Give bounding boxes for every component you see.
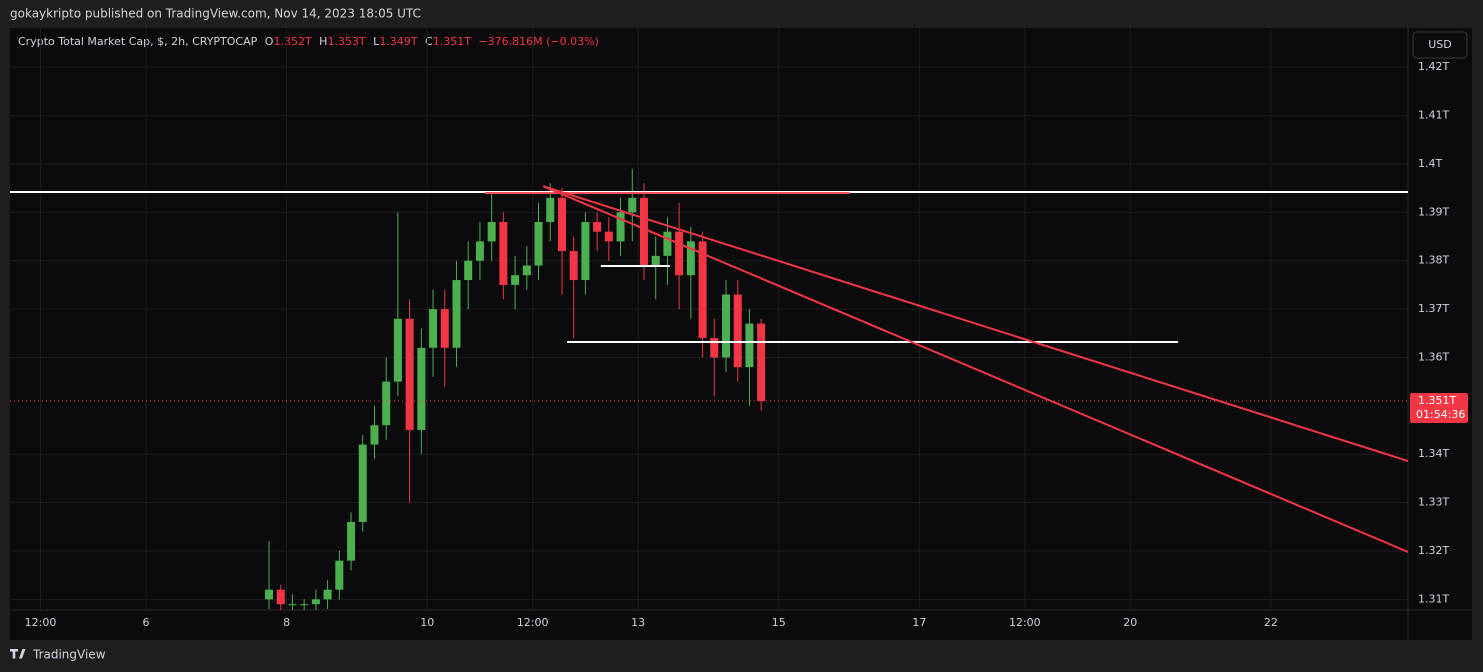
candle-body — [745, 323, 754, 368]
x-tick-label: 22 — [1264, 616, 1278, 629]
y-tick-label: 1.32T — [1418, 544, 1449, 557]
ohlc-key: L — [373, 35, 380, 48]
candle-body — [722, 294, 731, 358]
candle-body — [382, 381, 391, 426]
candle-body — [628, 197, 637, 213]
x-tick-label: 12:00 — [25, 616, 57, 629]
candle-body — [265, 589, 274, 600]
candle-body — [370, 425, 379, 445]
x-tick-label: 6 — [142, 616, 149, 629]
logo-shape — [10, 649, 26, 659]
x-tick-label: 12:00 — [1009, 616, 1041, 629]
candle-body — [347, 521, 356, 561]
candle-body — [733, 294, 742, 368]
candle-body — [593, 222, 602, 232]
candle-body — [511, 275, 520, 285]
published-by: gokaykripto published on TradingView.com… — [10, 7, 421, 21]
candle-body — [335, 560, 344, 590]
candle-body — [534, 222, 543, 266]
legend: Crypto Total Market Cap, $, 2h, CRYPTOCA… — [18, 35, 599, 48]
x-tick-label: 15 — [772, 616, 786, 629]
y-tick-label: 1.33T — [1418, 496, 1449, 509]
ohlc-key: C — [425, 35, 433, 48]
last-price-label: 1.351T — [1418, 394, 1456, 407]
ohlc-key: O — [265, 35, 274, 48]
ohlc-value: 1.349T — [379, 35, 417, 48]
y-tick-label: 1.4T — [1418, 157, 1442, 170]
candle-body — [417, 347, 426, 431]
candle-body — [698, 241, 707, 339]
y-tick-label: 1.41T — [1418, 109, 1449, 122]
candle-body — [405, 318, 414, 431]
candle-body — [358, 444, 367, 522]
ohlc-key: H — [319, 35, 327, 48]
candle-body — [487, 222, 496, 242]
currency[interactable]: USD — [1428, 38, 1452, 51]
candle-body — [710, 338, 719, 358]
candle-body — [686, 241, 695, 276]
x-tick-label: 8 — [283, 616, 290, 629]
y-tick-label: 1.39T — [1418, 205, 1449, 218]
candle-body — [604, 231, 613, 242]
last-price-box — [1410, 393, 1468, 424]
ohlc-value: 1.351T — [433, 35, 471, 48]
candle-body — [393, 318, 402, 382]
candle-body — [440, 309, 449, 348]
candle-body — [546, 197, 555, 222]
candle-body — [522, 265, 531, 276]
currency-button[interactable] — [1412, 31, 1468, 59]
candle-body — [639, 197, 648, 266]
drawing-line — [542, 185, 1408, 553]
drawing-line — [542, 185, 1408, 462]
y-tick-label: 1.36T — [1418, 350, 1449, 363]
candle-body — [475, 241, 484, 261]
x-tick-label: 13 — [631, 616, 645, 629]
candle-body — [429, 309, 438, 348]
candle-body — [569, 251, 578, 281]
candle-body — [452, 280, 461, 348]
candle-body — [675, 231, 684, 276]
countdown: 01:54:36 — [1416, 408, 1465, 421]
candle-body — [323, 589, 332, 600]
candle-body — [499, 222, 508, 285]
candle-body — [464, 260, 473, 281]
candle-body — [651, 255, 660, 266]
x-tick-label: 17 — [912, 616, 926, 629]
change: −376.816M (−0.03%) — [478, 35, 598, 48]
brand-logo — [10, 649, 26, 659]
candle-body — [300, 604, 309, 606]
ohlc-value: 1.353T — [327, 35, 365, 48]
candle-body — [757, 323, 766, 402]
candle-body — [276, 589, 285, 605]
y-tick-label: 1.42T — [1418, 60, 1449, 73]
symbol: Crypto Total Market Cap, $, 2h, CRYPTOCA… — [18, 35, 258, 48]
y-tick-label: 1.34T — [1418, 447, 1449, 460]
y-tick-label: 1.37T — [1418, 302, 1449, 315]
candle-body — [557, 197, 566, 252]
plot — [10, 168, 1408, 610]
candle-body — [581, 222, 590, 281]
candle-body — [311, 599, 320, 605]
candle-body — [288, 604, 297, 606]
y-tick-label: 1.31T — [1418, 592, 1449, 605]
x-tick-label: 20 — [1123, 616, 1137, 629]
brand: TradingView — [32, 648, 106, 662]
candle-body — [663, 231, 672, 256]
y-tick-label: 1.38T — [1418, 254, 1449, 267]
ohlc-value: 1.352T — [273, 35, 311, 48]
x-tick-label: 10 — [420, 616, 434, 629]
x-tick-label: 12:00 — [517, 616, 549, 629]
candle-body — [616, 212, 625, 242]
